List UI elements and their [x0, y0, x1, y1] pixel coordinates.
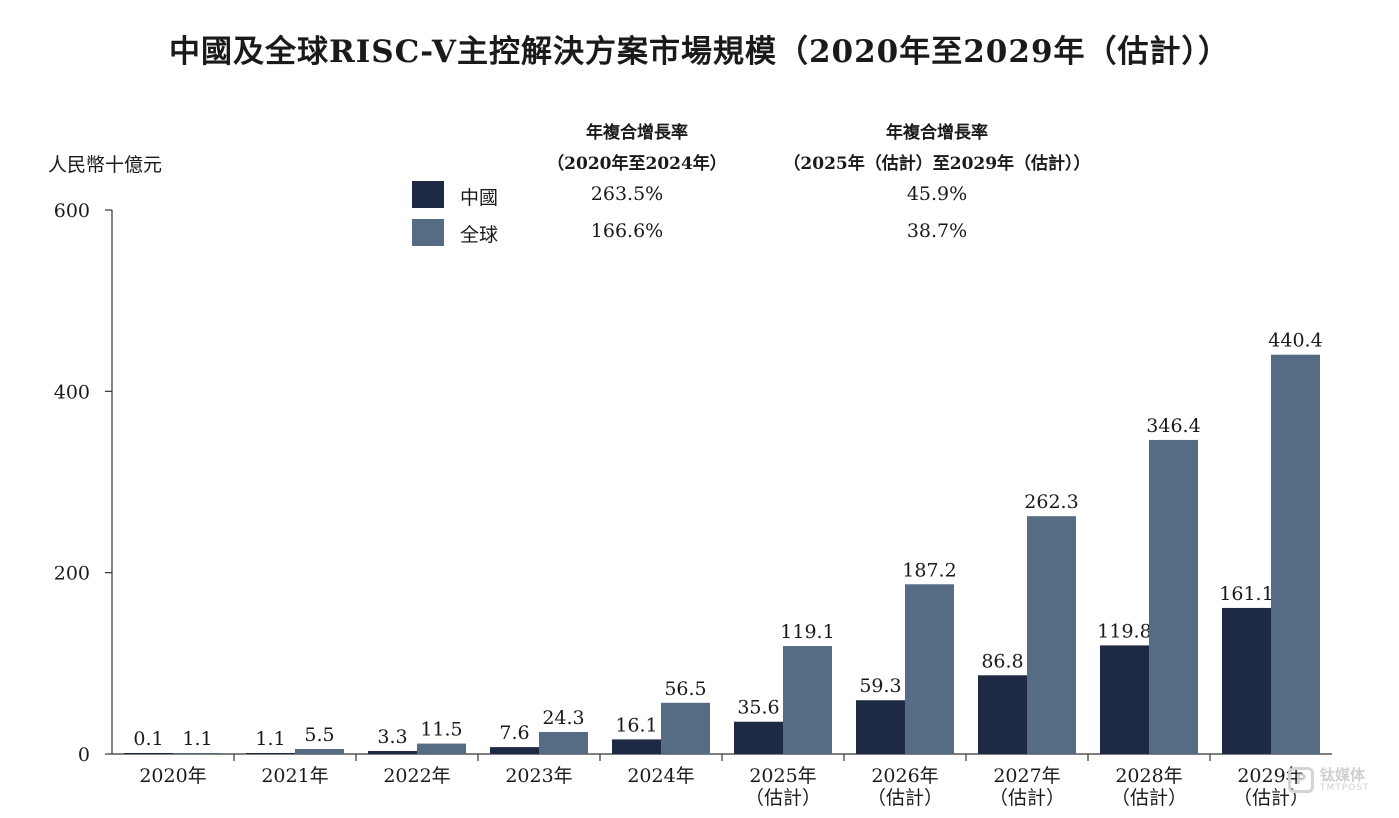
watermark: P 钛媒体 TMTPOST	[1288, 764, 1378, 800]
data-label-global: 1.1	[182, 728, 212, 750]
x-tick-label: 2024年	[627, 765, 694, 787]
x-tick-label: （估計）	[745, 787, 821, 809]
x-tick-label: （估計）	[989, 787, 1065, 809]
data-label-global: 440.4	[1268, 330, 1322, 352]
legend-swatch-china	[412, 181, 444, 208]
y-tick-label: 200	[54, 563, 90, 585]
data-label-china: 86.8	[981, 650, 1023, 672]
x-tick-label: 2023年	[505, 765, 572, 787]
bar-china	[978, 675, 1027, 754]
bar-global	[905, 584, 954, 754]
x-tick-label: 2026年	[871, 765, 938, 787]
data-label-global: 346.4	[1146, 415, 1200, 437]
cagr-china-2020-2024: 263.5%	[590, 183, 664, 205]
cagr-header-1-line1: 年複合增長率	[586, 123, 688, 143]
bar-china	[368, 751, 417, 754]
y-tick-label: 0	[78, 744, 90, 766]
data-label-global: 187.2	[902, 559, 956, 581]
cagr-header-2-line2: （2025年（估計）至2029年（估計））	[783, 154, 1091, 174]
data-label-china: 119.8	[1097, 620, 1151, 642]
data-label-china: 59.3	[859, 675, 901, 697]
data-label-global: 262.3	[1024, 491, 1078, 513]
x-tick-label: 2021年	[261, 765, 328, 787]
legend-swatch-global	[412, 219, 444, 246]
x-tick-label: （估計）	[867, 787, 943, 809]
bar-global	[295, 749, 344, 754]
data-label-china: 7.6	[499, 722, 529, 744]
data-label-global: 56.5	[664, 678, 706, 700]
bar-global	[661, 702, 710, 754]
cagr-china-2025-2029: 45.9%	[906, 183, 968, 205]
bar-china	[612, 739, 661, 754]
cagr-header-1: 年複合增長率 （2020年至2024年）	[527, 118, 747, 174]
x-tick-label: 2025年	[749, 765, 816, 787]
x-tick-label: 2029年	[1237, 765, 1304, 787]
data-label-china: 16.1	[615, 714, 657, 736]
x-tick-label: （估計）	[1233, 787, 1309, 809]
cagr-header-2-line1: 年複合增長率	[886, 123, 988, 143]
data-label-china: 3.3	[377, 726, 407, 748]
watermark-name: 钛媒体	[1320, 766, 1366, 784]
x-tick-label: 2028年	[1115, 765, 1182, 787]
bar-china	[246, 753, 295, 754]
data-label-global: 24.3	[542, 707, 584, 729]
cagr-header-1-line2: （2020年至2024年）	[547, 154, 727, 174]
bar-global	[1271, 354, 1320, 754]
cagr-global-2020-2024: 166.6%	[590, 220, 664, 242]
bar-global	[1149, 439, 1198, 754]
bar-global	[539, 731, 588, 754]
watermark-sub: TMTPOST	[1320, 783, 1370, 793]
bar-global	[1027, 516, 1076, 754]
data-label-china: 161.1	[1219, 583, 1273, 605]
bar-global	[783, 646, 832, 754]
data-label-china: 35.6	[737, 697, 779, 719]
y-tick-label: 600	[54, 200, 90, 222]
x-tick-label: 2022年	[383, 765, 450, 787]
x-tick-label: 2020年	[139, 765, 206, 787]
bar-china	[856, 700, 905, 754]
data-label-global: 119.1	[780, 621, 834, 643]
x-tick-label: （估計）	[1111, 787, 1187, 809]
data-label-global: 5.5	[304, 724, 334, 746]
y-tick-label: 400	[54, 381, 90, 403]
bar-china	[734, 721, 783, 754]
legend-label-global: 全球	[460, 224, 499, 246]
cagr-global-2025-2029: 38.7%	[906, 220, 968, 242]
legend-label-china: 中國	[460, 187, 499, 209]
data-label-china: 0.1	[133, 728, 163, 750]
y-axis-unit-label: 人民幣十億元	[48, 154, 163, 176]
data-label-china: 1.1	[255, 728, 285, 750]
chart-title: 中國及全球RISC-V主控解決方案市場規模（2020年至2029年（估計））	[168, 34, 1231, 70]
bar-china	[490, 747, 539, 754]
bar-china	[1100, 645, 1149, 754]
bar-china	[124, 753, 173, 754]
cagr-header-2: 年複合增長率 （2025年（估計）至2029年（估計））	[742, 118, 1132, 174]
data-label-global: 11.5	[420, 719, 462, 741]
bar-china	[1222, 607, 1271, 754]
bar-global	[417, 743, 466, 754]
bar-global	[173, 753, 222, 754]
x-tick-label: 2027年	[993, 765, 1060, 787]
tmtpost-logo-icon: P	[1288, 767, 1314, 793]
